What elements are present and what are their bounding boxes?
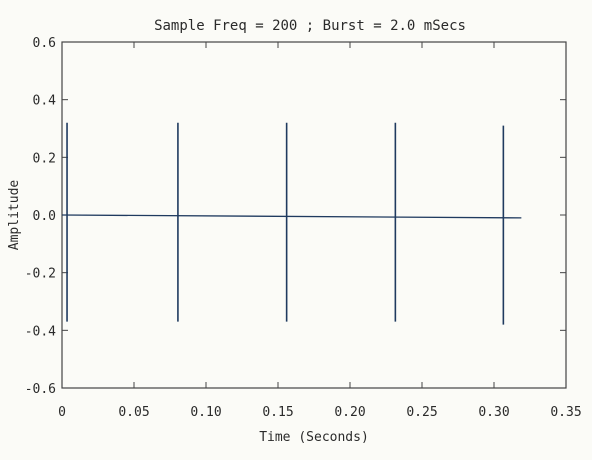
y-tick-label: -0.4 <box>25 324 56 339</box>
x-tick-label: 0.25 <box>406 405 437 420</box>
x-tick-label: 0.10 <box>190 405 221 420</box>
y-tick-label: 0.2 <box>33 151 56 166</box>
y-tick-label: -0.6 <box>25 382 56 397</box>
x-tick-label: 0.35 <box>550 405 581 420</box>
x-tick-label: 0.05 <box>118 405 149 420</box>
series-group <box>61 122 522 325</box>
x-tick-label: 0 <box>58 405 66 420</box>
x-tick-label: 0.15 <box>262 405 293 420</box>
y-tick-label: 0.0 <box>33 209 56 224</box>
y-tick-label: 0.4 <box>33 94 57 109</box>
y-tick-label: -0.2 <box>25 267 56 282</box>
x-axis: 0 0.05 0.10 0.15 0.20 0.25 0.30 0.35 <box>58 42 582 420</box>
y-axis-label: Amplitude <box>7 180 22 251</box>
chart-title: Sample Freq = 200 ; Burst = 2.0 mSecs <box>154 18 466 34</box>
x-axis-label: Time (Seconds) <box>259 430 369 445</box>
x-tick-label: 0.20 <box>334 405 365 420</box>
y-tick-label: 0.6 <box>33 36 56 51</box>
baseline-line <box>61 214 522 219</box>
x-tick-label: 0.30 <box>478 405 509 420</box>
